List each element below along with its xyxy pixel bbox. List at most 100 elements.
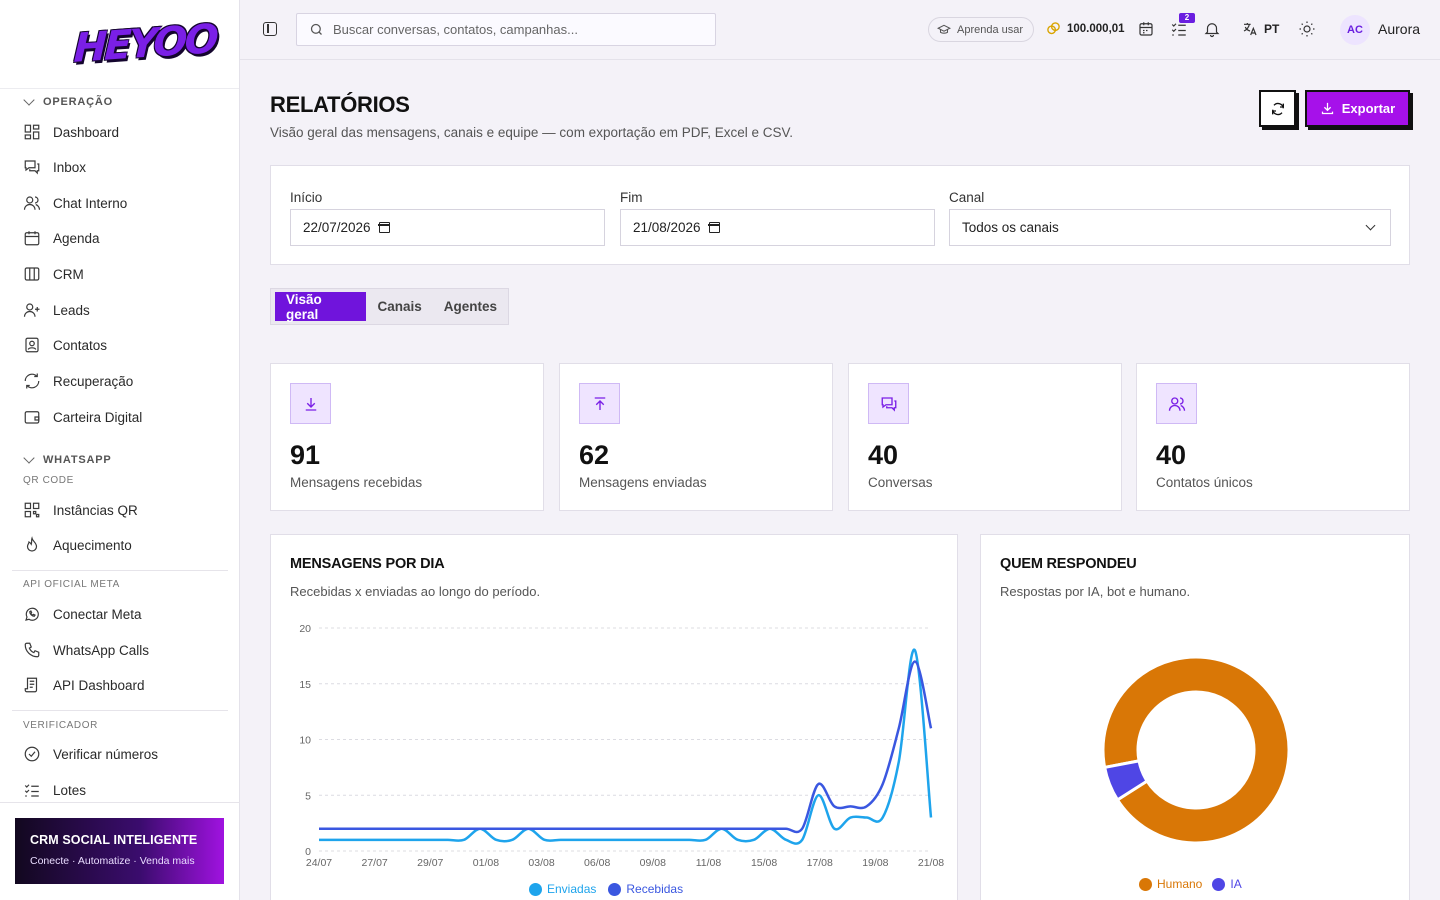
x-tick-label: 06/08: [584, 857, 610, 869]
section-whatsapp[interactable]: WHATSAPP: [0, 452, 112, 466]
kpi-icon-box: [290, 383, 331, 424]
donut-slice-ia[interactable]: [1102, 759, 1150, 802]
notifications-button[interactable]: [1203, 20, 1221, 38]
sidebar-item-label: Agenda: [53, 230, 100, 246]
export-button[interactable]: Exportar: [1305, 90, 1410, 127]
messages-icon: [24, 160, 40, 175]
sidebar-toggle-icon[interactable]: [263, 22, 277, 36]
sidebar-item-inbox[interactable]: Inbox: [23, 158, 86, 176]
divider: [12, 570, 228, 571]
task-list-icon: [1171, 23, 1186, 36]
end-date-label: Fim: [620, 190, 643, 205]
sidebar-item-dashboard[interactable]: Dashboard: [23, 123, 119, 141]
calendar-icon[interactable]: [378, 222, 390, 233]
filters-card: Início 22/07/2026 Fim 21/08/2026 Canal T…: [270, 165, 1410, 265]
sidebar-item-label: Instâncias QR: [53, 502, 138, 518]
sidebar: HEYOO OPERAÇÃO Dashboard Inbox Chat Inte…: [0, 0, 240, 900]
sidebar-item-whatsapp-calls[interactable]: WhatsApp Calls: [23, 641, 149, 659]
search-box[interactable]: [296, 13, 716, 46]
learn-button[interactable]: Aprenda usar: [928, 17, 1035, 42]
divider: [0, 802, 240, 803]
sidebar-item-conectar-meta[interactable]: Conectar Meta: [23, 605, 142, 623]
kpi-card-sent: 62 Mensagens enviadas: [559, 363, 833, 511]
section-label: OPERAÇÃO: [43, 96, 113, 108]
legend-item-recebidas[interactable]: Recebidas: [608, 882, 683, 896]
tab-canais[interactable]: Canais: [377, 299, 422, 314]
calendar-button[interactable]: [1137, 20, 1155, 38]
kpi-label: Conversas: [868, 475, 933, 490]
x-tick-label: 15/08: [751, 857, 777, 869]
channel-select[interactable]: Todos os canais: [949, 209, 1391, 246]
refresh-button[interactable]: [1259, 90, 1296, 127]
legend-item-enviadas[interactable]: Enviadas: [529, 882, 596, 896]
sidebar-item-label: Recuperação: [53, 373, 134, 389]
language-selector[interactable]: PT: [1242, 21, 1279, 37]
line-chart-legend: Enviadas Recebidas: [529, 882, 683, 896]
whatsapp-icon: [25, 607, 39, 621]
promo-banner[interactable]: CRM SOCIAL INTELIGENTE Conecte · Automat…: [15, 818, 224, 884]
tasks-badge: 2: [1179, 13, 1195, 23]
users-icon: [23, 196, 41, 210]
sidebar-item-crm[interactable]: CRM: [23, 265, 84, 283]
divider: [12, 710, 228, 711]
sidebar-item-carteira[interactable]: Carteira Digital: [23, 408, 142, 426]
user-name[interactable]: Aurora: [1378, 21, 1421, 37]
phone-icon: [24, 642, 40, 658]
qr-code-icon: [24, 502, 40, 518]
legend-item-ia[interactable]: IA: [1212, 877, 1242, 891]
sidebar-item-agenda[interactable]: Agenda: [23, 229, 100, 247]
chat-icon: [881, 396, 896, 412]
flame-icon: [26, 536, 38, 552]
sidebar-item-contatos[interactable]: Contatos: [23, 336, 107, 354]
legend-item-humano[interactable]: Humano: [1139, 877, 1202, 891]
sidebar-item-leads[interactable]: Leads: [23, 301, 90, 319]
page-title: RELATÓRIOS: [270, 92, 410, 117]
series-line-enviadas: [319, 648, 933, 845]
donut-slice-humano[interactable]: [1101, 655, 1291, 845]
section-operacao[interactable]: OPERAÇÃO: [0, 94, 113, 108]
brand-logo[interactable]: HEYOO: [72, 16, 217, 72]
kpi-value: 40: [868, 440, 899, 470]
kpi-label: Mensagens recebidas: [290, 475, 423, 490]
sidebar-item-label: API Dashboard: [53, 677, 145, 693]
tasks-button[interactable]: [1170, 20, 1188, 38]
sidebar-item-label: Contatos: [53, 337, 108, 353]
sidebar-item-chat-interno[interactable]: Chat Interno: [23, 194, 127, 212]
learn-label: Aprenda usar: [957, 23, 1024, 36]
start-date-field[interactable]: 22/07/2026: [290, 209, 605, 246]
tab-agentes[interactable]: Agentes: [443, 299, 497, 314]
sidebar-item-label: Dashboard: [53, 124, 120, 140]
kpi-icon-box: [579, 383, 620, 424]
sidebar-item-lotes[interactable]: Lotes: [23, 781, 86, 799]
who-responded-card: QUEM RESPONDEU Respostas por IA, bot e h…: [980, 534, 1410, 900]
subsection-api-meta: API OFICIAL META: [23, 579, 120, 590]
sidebar-item-recuperacao[interactable]: Recuperação: [23, 372, 133, 390]
theme-toggle-button[interactable]: [1298, 20, 1316, 38]
coins-balance[interactable]: 100.000,01: [1046, 21, 1125, 36]
sidebar-item-aquecimento[interactable]: Aquecimento: [23, 536, 132, 554]
y-tick-label: 15: [299, 679, 311, 691]
translate-icon: [1243, 23, 1257, 36]
section-label: WHATSAPP: [43, 454, 112, 466]
sidebar-item-verificar[interactable]: Verificar números: [23, 745, 158, 763]
avatar[interactable]: AC: [1340, 15, 1370, 45]
messages-per-day-card: MENSAGENS POR DIA Recebidas x enviadas a…: [270, 534, 958, 900]
export-label: Exportar: [1341, 101, 1396, 116]
legend-dot: [1139, 877, 1152, 891]
end-date-field[interactable]: 21/08/2026: [620, 209, 935, 246]
chevron-down-icon: [1365, 220, 1376, 231]
sidebar-item-api-dashboard[interactable]: API Dashboard: [23, 676, 145, 694]
search-input[interactable]: [333, 22, 693, 37]
x-tick-label: 21/08: [918, 857, 944, 869]
sidebar-item-instancias-qr[interactable]: Instâncias QR: [23, 501, 138, 519]
legend-label: Recebidas: [626, 882, 684, 896]
legend-dot: [1212, 877, 1226, 891]
calendar-icon[interactable]: [708, 222, 720, 233]
search-icon: [310, 23, 322, 35]
x-tick-label: 24/07: [306, 857, 332, 869]
y-tick-label: 5: [305, 790, 311, 802]
kpi-value: 62: [579, 440, 610, 470]
subsection-qr-code: QR CODE: [23, 475, 74, 486]
topbar: Aprenda usar 100.000,01 2 PT AC Aurora: [240, 0, 1440, 60]
tab-visao-geral[interactable]: Visão geral: [275, 292, 367, 322]
